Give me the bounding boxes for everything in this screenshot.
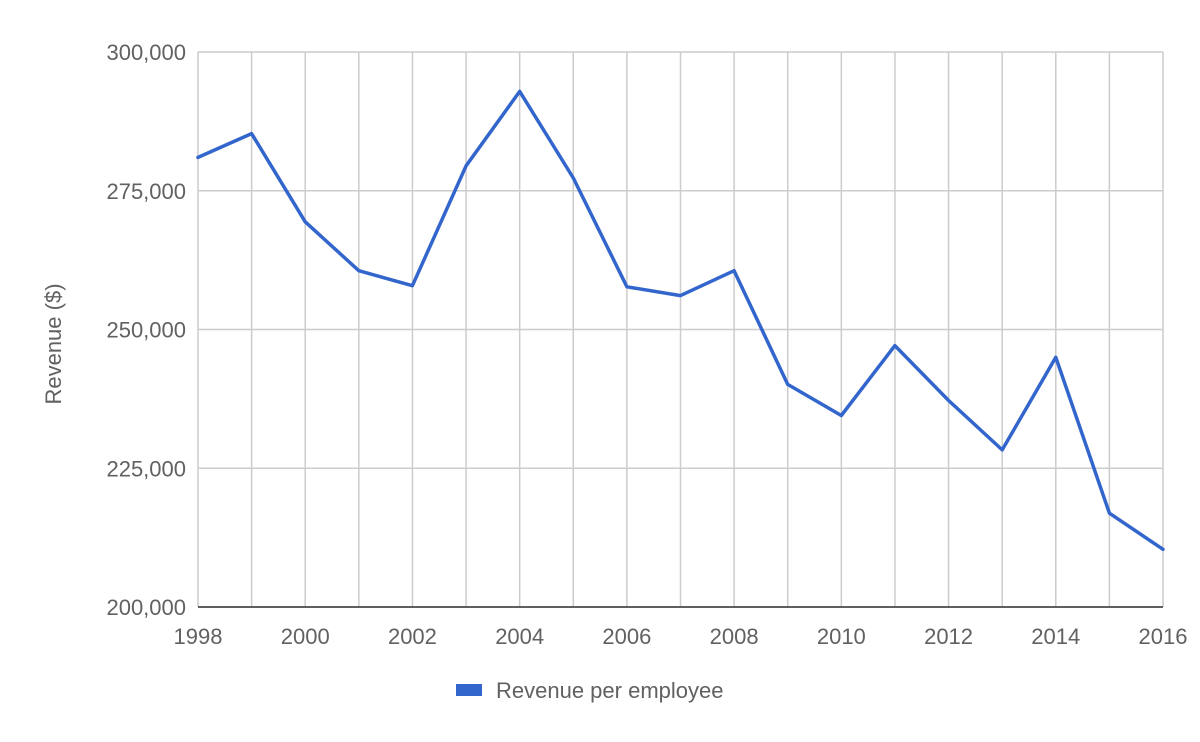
y-tick-label: 200,000	[106, 595, 186, 620]
y-tick-label: 225,000	[106, 456, 186, 481]
x-tick-label: 2002	[388, 624, 437, 649]
legend: Revenue per employee	[456, 678, 723, 703]
x-tick-label: 2012	[924, 624, 973, 649]
x-tick-label: 1998	[174, 624, 223, 649]
gridlines	[197, 51, 1164, 608]
legend-swatch	[456, 684, 482, 696]
y-tick-label: 300,000	[106, 40, 186, 65]
x-axis-ticks: 1998 2000 2002 2004 2006 2008 2010 2012 2014 2016	[174, 624, 1188, 649]
x-tick-label: 2008	[710, 624, 759, 649]
x-tick-label: 2006	[602, 624, 651, 649]
series-lines	[196, 89, 1165, 552]
y-axis-ticks: 200,000 225,000 250,000 275,000 300,000	[106, 40, 186, 620]
series-line	[196, 89, 1165, 552]
y-tick-label: 250,000	[106, 318, 186, 343]
x-tick-label: 2000	[281, 624, 330, 649]
legend-label: Revenue per employee	[496, 678, 723, 703]
y-axis-title: Revenue ($)	[41, 283, 66, 404]
x-tick-label: 2004	[495, 624, 544, 649]
x-tick-label: 2014	[1031, 624, 1080, 649]
x-tick-label: 2010	[817, 624, 866, 649]
x-tick-label: 2016	[1139, 624, 1188, 649]
y-tick-label: 275,000	[106, 179, 186, 204]
